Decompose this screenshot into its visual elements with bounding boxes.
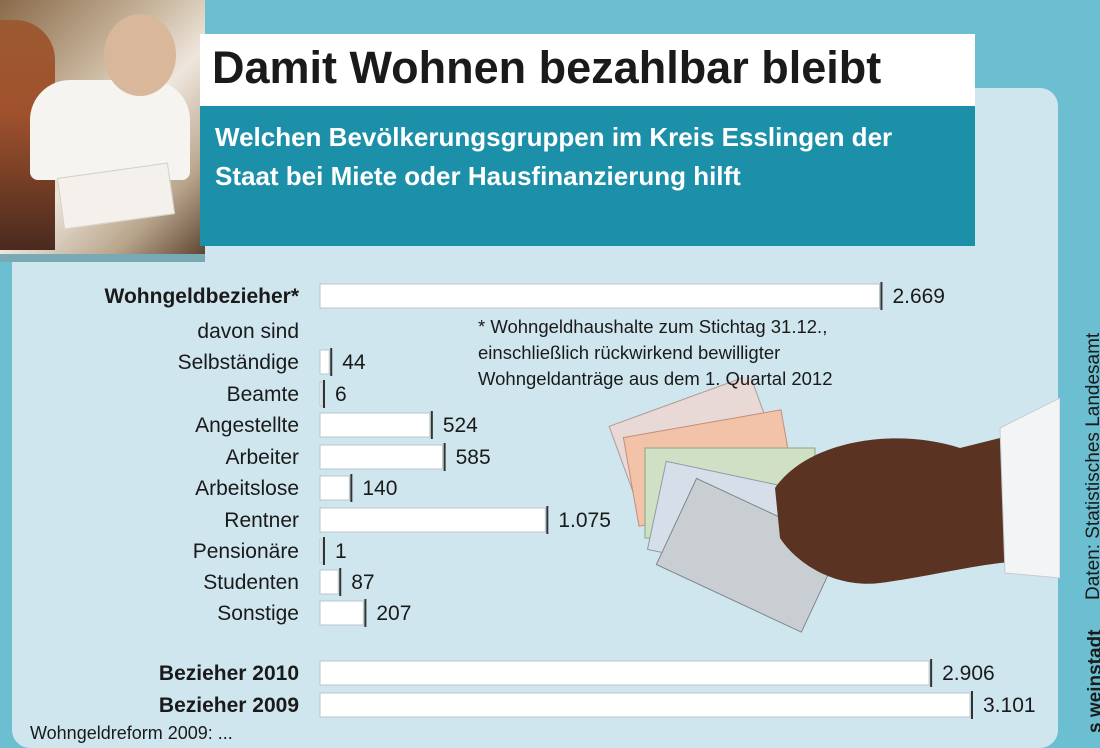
category-label: davon sind — [197, 320, 299, 343]
chart-note: * Wohngeldhaushalte zum Stichtag 31.12.,… — [478, 316, 833, 389]
category-label: Studenten — [203, 571, 299, 594]
bar — [319, 444, 444, 470]
bar — [319, 692, 971, 718]
bar — [319, 660, 930, 686]
category-label: Bezieher 2009 — [159, 694, 299, 717]
value-label: 585 — [456, 446, 491, 469]
value-label: 1 — [335, 540, 347, 563]
hand — [775, 418, 1060, 584]
value-label: 1.075 — [558, 509, 611, 532]
bar — [319, 475, 350, 501]
bar — [319, 412, 431, 438]
footnote-text: Wohngeldreform 2009: ... — [30, 723, 233, 743]
value-label: 2.669 — [892, 285, 945, 308]
category-label: Wohngeldbezieher* — [105, 285, 300, 308]
money-hand-illustration — [608, 378, 1060, 633]
bar — [319, 507, 546, 533]
value-label: 140 — [362, 477, 397, 500]
page-title: Damit Wohnen bezahlbar bleibt — [212, 42, 882, 93]
value-label: 44 — [342, 351, 366, 374]
category-label: Arbeiter — [225, 446, 299, 469]
source-label: Daten: Statistisches Landesamt — [1083, 332, 1100, 600]
category-label: Arbeitslose — [195, 477, 299, 500]
value-label: 6 — [335, 383, 347, 406]
category-label: Rentner — [224, 509, 299, 532]
header-photo — [0, 0, 205, 262]
value-label: 87 — [351, 571, 374, 594]
bar-chart: Wohngeldbezieher* 2.669 davon sind Selbstän… — [105, 282, 1036, 719]
bar — [319, 349, 330, 375]
value-label: 2.906 — [942, 662, 995, 685]
bar — [319, 381, 323, 407]
value-label: 524 — [443, 414, 478, 437]
value-label: 207 — [376, 602, 411, 625]
bar — [319, 283, 880, 309]
bar — [319, 569, 339, 595]
photo-person-head — [104, 14, 176, 96]
title-box — [200, 34, 975, 106]
category-label: Bezieher 2010 — [159, 662, 299, 685]
category-label: Selbständige — [178, 351, 299, 374]
category-label: Angestellte — [195, 414, 299, 437]
value-label: 3.101 — [983, 694, 1036, 717]
page-subtitle: Welchen Bevölkerungsgruppen im Kreis Ess… — [215, 122, 893, 191]
bar — [319, 600, 364, 626]
publisher-logo: s weinstadt — [1085, 629, 1100, 733]
subtitle-box — [200, 106, 975, 246]
category-label: Sonstige — [217, 602, 299, 625]
shirt-cuff — [999, 397, 1060, 579]
category-label: Pensionäre — [193, 540, 299, 563]
bar — [319, 538, 323, 564]
category-label: Beamte — [227, 383, 299, 406]
